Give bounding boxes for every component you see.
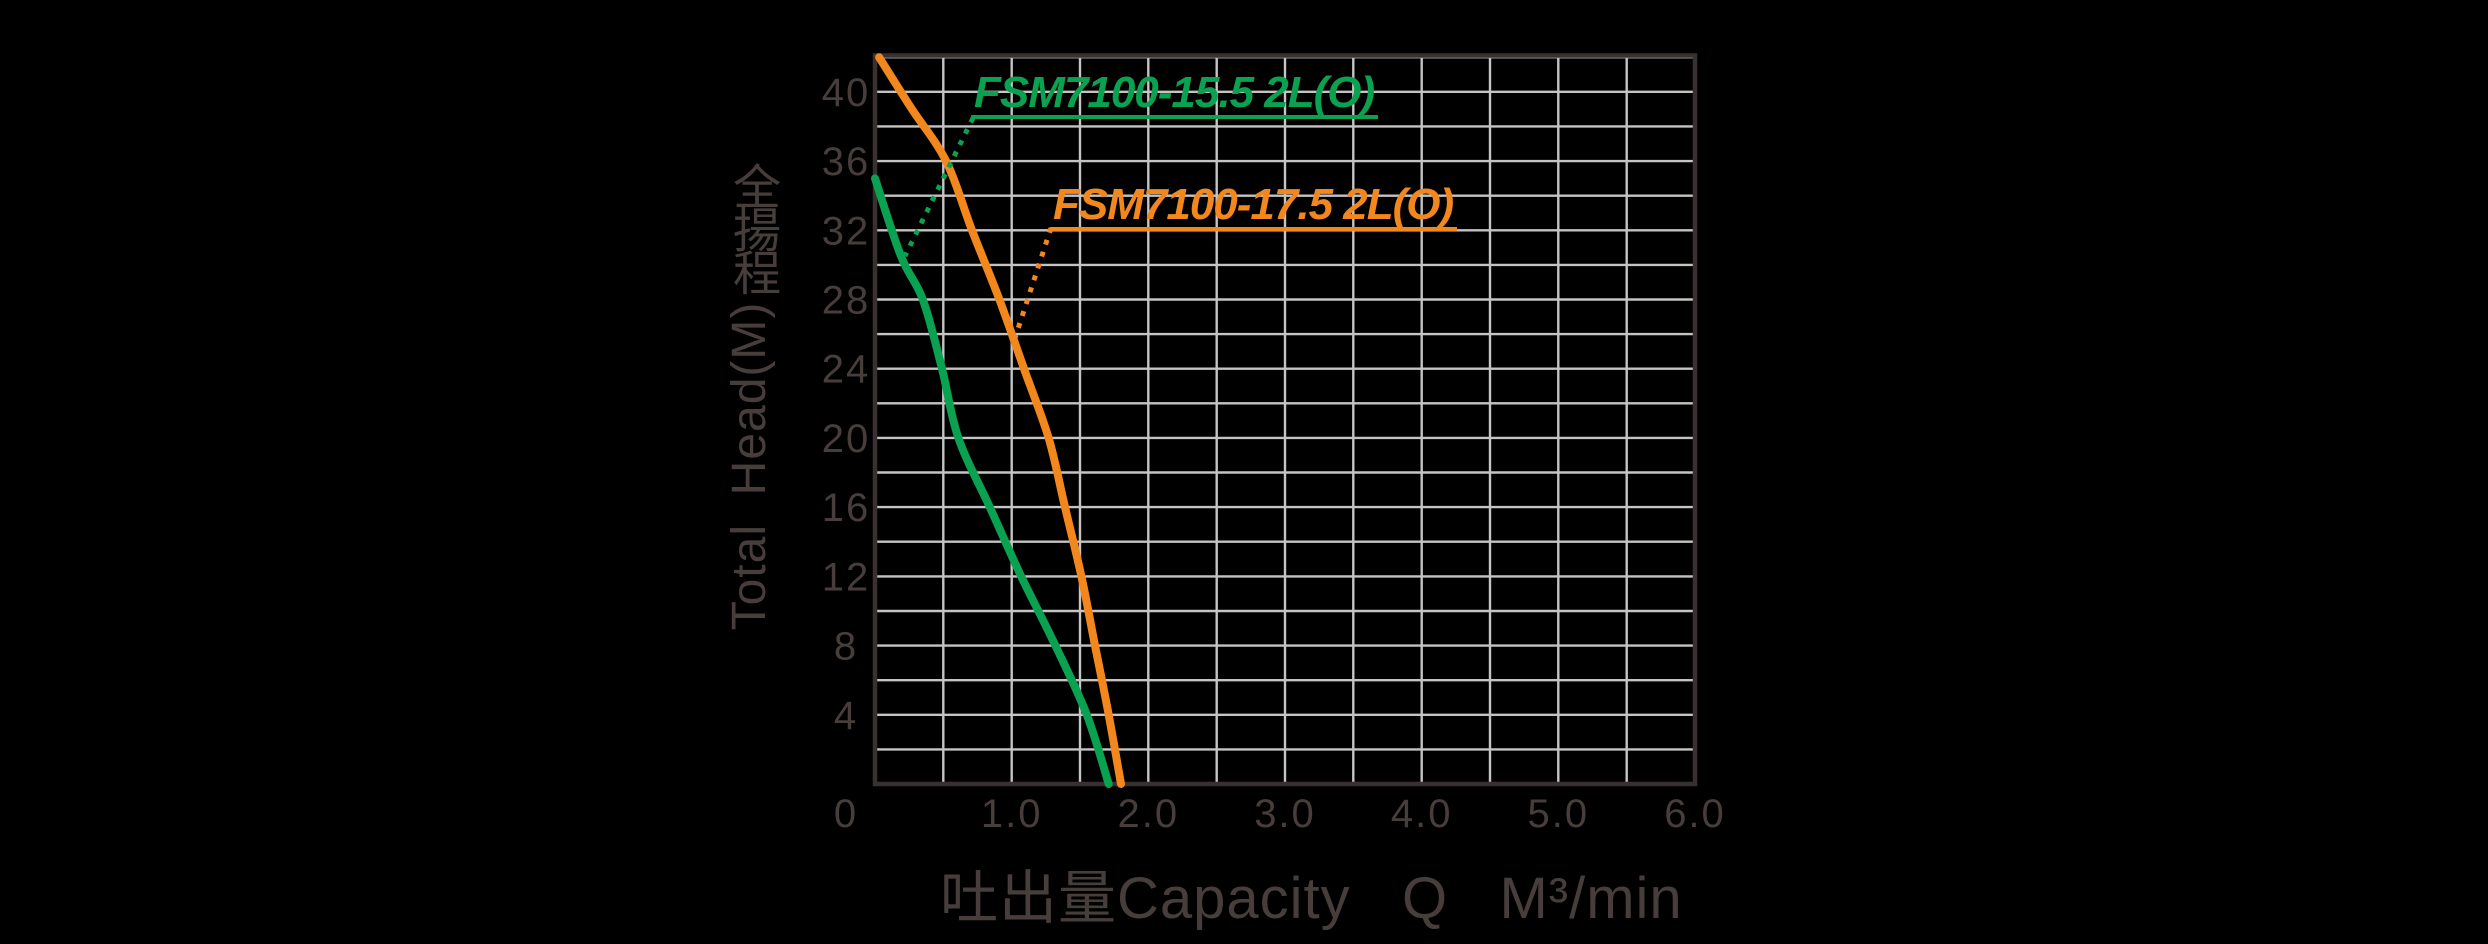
y-tick-label: 20 [822, 417, 871, 461]
y-tick-label: 16 [822, 486, 871, 530]
y-tick-label: 24 [822, 348, 871, 392]
x-tick-label: 5.0 [1527, 792, 1589, 836]
origin-tick-label: 0 [834, 792, 858, 836]
y-tick-label: 12 [822, 555, 871, 599]
y-tick-label: 28 [822, 279, 871, 323]
x-axis-title: 吐出量Capacity Q M³/min [940, 866, 1683, 931]
y-tick-label: 32 [822, 209, 871, 253]
series-label-fsm7100-15-5: FSM7100-15.5 2L(O) [971, 71, 1379, 119]
plot-frame [872, 53, 1698, 787]
series-label-fsm7100-17-5: FSM7100-17.5 2L(O) [1050, 183, 1458, 231]
curve-fsm7100-17-5 [875, 53, 1125, 788]
leader-line-fsm7100-17-5 [1012, 227, 1054, 339]
x-tick-label: 3.0 [1254, 792, 1316, 836]
y-axis-title-english: Total Head(M) [723, 301, 776, 631]
y-tick-label: 4 [834, 694, 858, 738]
y-tick-label: 8 [834, 625, 858, 669]
tick-labels: 4 8 12 16 20 24 28 32 36 40 1.0 2.0 3.0 4.0 5.0 6.0 0 [822, 71, 1726, 836]
y-tick-label: 36 [822, 140, 871, 184]
y-axis-title-cjk: 全揚程 [725, 162, 778, 291]
x-tick-label: 2.0 [1117, 792, 1179, 836]
grid-lines [875, 55, 1695, 784]
x-tick-label: 6.0 [1664, 792, 1726, 836]
leader-line-fsm7100-15-5 [902, 116, 976, 258]
x-tick-label: 4.0 [1391, 792, 1453, 836]
x-tick-label: 1.0 [981, 792, 1043, 836]
curve-fsm7100-15-5 [871, 174, 1113, 788]
y-tick-label: 40 [822, 71, 871, 115]
